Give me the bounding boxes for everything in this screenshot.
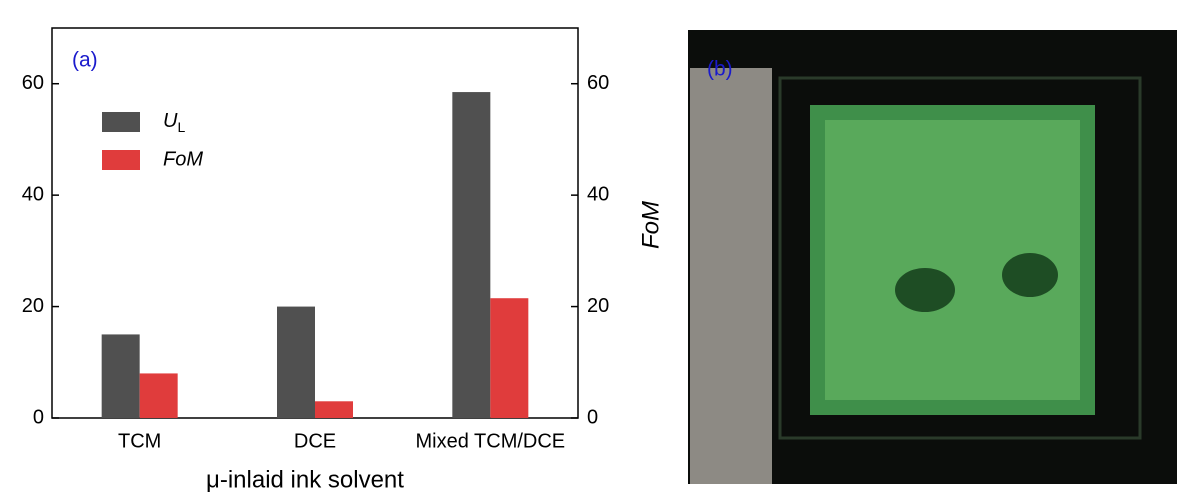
bar xyxy=(315,401,353,418)
panel-label: (a) xyxy=(72,49,98,72)
bar xyxy=(277,306,315,418)
legend-swatch xyxy=(102,112,140,132)
bar xyxy=(139,373,178,418)
y-tick-label: 20 xyxy=(22,295,44,317)
y-tick-label: 60 xyxy=(22,72,44,94)
y-tick-label: 40 xyxy=(22,183,44,205)
y2-tick-label: 20 xyxy=(587,295,609,317)
bar xyxy=(490,298,529,418)
y2-tick-label: 60 xyxy=(587,72,609,94)
legend-label: UL xyxy=(163,110,185,134)
x-axis-label: μ-inlaid ink solvent xyxy=(206,466,404,493)
x-tick-label: TCM xyxy=(118,430,161,452)
frame xyxy=(778,76,1142,440)
y2-tick-label: 0 xyxy=(587,406,598,428)
y2-tick-label: 40 xyxy=(587,183,609,205)
cat-eye xyxy=(1002,253,1058,297)
photo: (b) xyxy=(688,30,1177,484)
legend-swatch xyxy=(102,150,140,170)
x-tick-label: Mixed TCM/DCE xyxy=(416,430,566,452)
bar xyxy=(452,92,491,419)
ruler xyxy=(690,68,772,484)
cat-eye xyxy=(895,268,955,312)
y-tick-label: 0 xyxy=(33,406,44,428)
legend-label: FoM xyxy=(163,148,203,170)
panel-label: (b) xyxy=(707,58,733,81)
x-tick-label: DCE xyxy=(294,430,336,452)
bar xyxy=(101,334,140,418)
y2-axis-label: FoM xyxy=(637,201,664,249)
